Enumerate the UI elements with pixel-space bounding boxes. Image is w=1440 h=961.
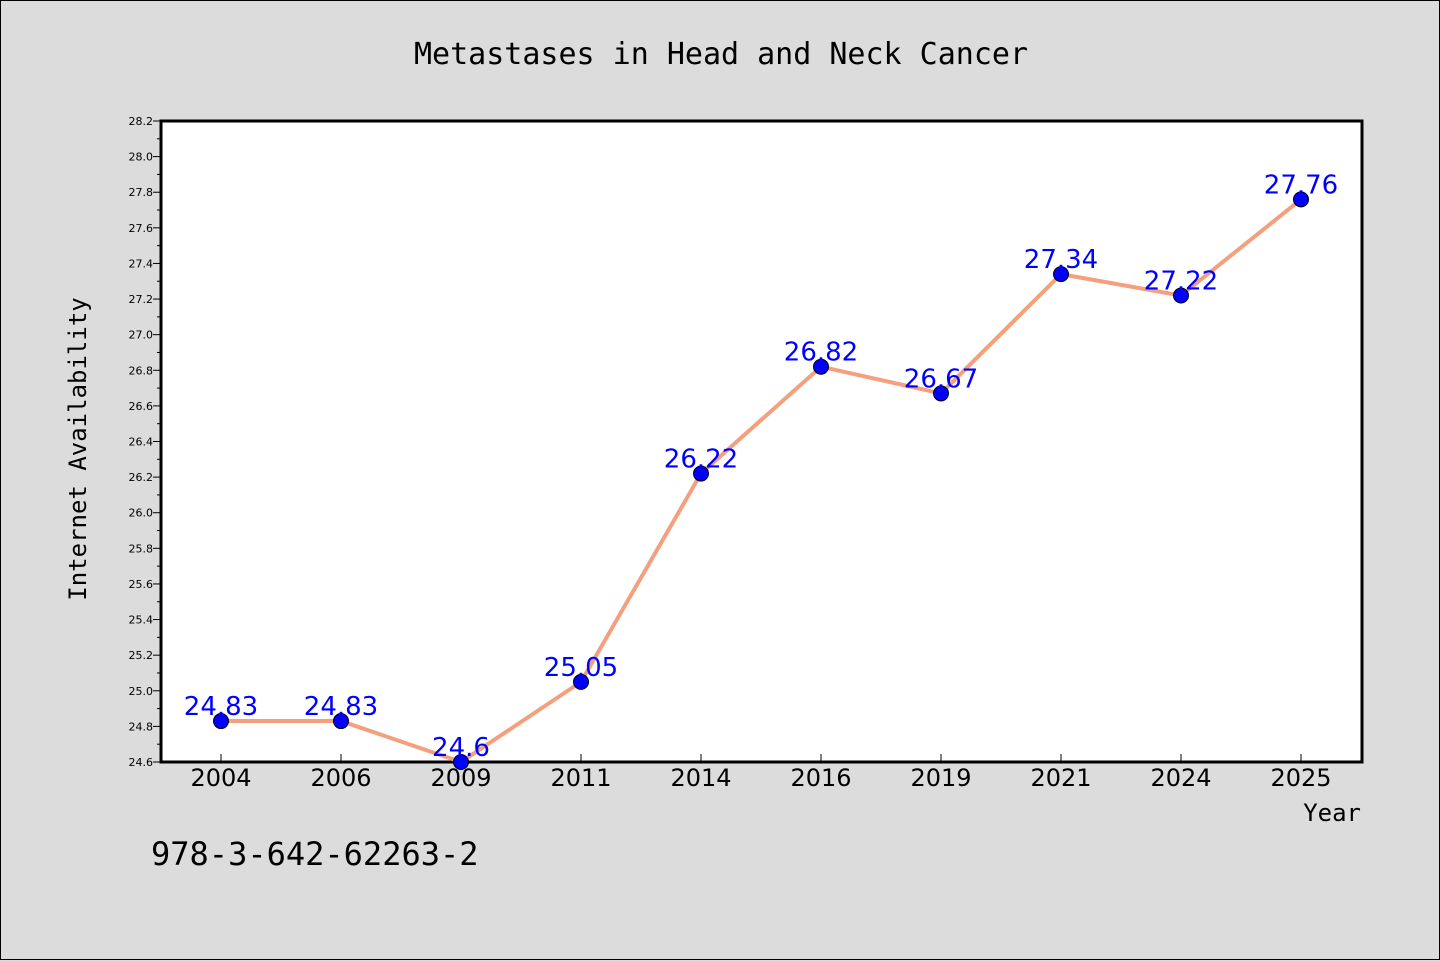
x-tick-label: 2021	[1030, 764, 1091, 792]
data-label: 27.34	[1024, 245, 1098, 275]
series-line	[221, 197, 1303, 764]
x-tick-label: 2014	[670, 764, 731, 792]
y-tick-label: 27.0	[129, 329, 154, 342]
data-point	[813, 358, 829, 375]
data-point	[453, 754, 469, 770]
y-tick-label: 28.0	[129, 151, 154, 164]
data-label: 24.83	[304, 692, 378, 722]
y-tick-label: 24.6	[129, 756, 154, 769]
data-label: 26.22	[664, 445, 738, 475]
data-label: 24.83	[184, 692, 258, 722]
x-tick-label: 2011	[550, 764, 611, 792]
x-tick-label: 2019	[910, 764, 971, 792]
y-axis: 24.6 24.8 25.0 25.2 25.4 25.6 25.8 26.0 26.2 26.4…	[129, 115, 161, 769]
y-tick-label: 28.2	[129, 115, 154, 128]
x-axis-label: Year	[1303, 799, 1361, 827]
x-axis: 2004 2006 2009 2011 2014 2016 2019 2021 2024 2025	[190, 754, 1332, 792]
data-point	[693, 465, 709, 482]
data-point	[933, 385, 949, 402]
x-tick-label: 2006	[310, 764, 371, 792]
x-tick-label: 2025	[1270, 764, 1331, 792]
data-point	[213, 713, 229, 730]
y-tick-label: 27.2	[129, 293, 154, 306]
y-tick-label: 26.6	[129, 400, 154, 413]
y-tick-label: 26.8	[129, 364, 154, 377]
data-label: 27.76	[1264, 170, 1338, 200]
y-tick-label: 27.4	[129, 257, 154, 270]
y-tick-label: 26.4	[129, 436, 154, 449]
data-point	[1053, 266, 1069, 283]
data-label: 26.82	[784, 338, 858, 368]
data-point	[573, 673, 589, 690]
series-group: 24.83 24.83 24.6 25.05 26.22 26.82 26.67 27.34 2…	[184, 170, 1338, 770]
y-tick-label: 25.8	[129, 542, 154, 555]
data-label: 27.22	[1144, 266, 1218, 296]
data-label: 25.05	[544, 653, 618, 683]
x-tick-label: 2004	[190, 764, 251, 792]
y-tick-label: 26.0	[129, 507, 154, 520]
plot-area	[159, 119, 1364, 764]
x-tick-label: 2016	[790, 764, 851, 792]
y-tick-label: 25.0	[129, 685, 154, 698]
y-tick-label: 27.6	[129, 222, 154, 235]
data-label: 26.67	[904, 364, 978, 394]
data-point	[333, 713, 349, 730]
x-tick-label: 2024	[1150, 764, 1211, 792]
y-tick-label: 25.2	[129, 649, 154, 662]
chart-title: Metastases in Head and Neck Cancer	[414, 37, 1028, 72]
y-tick-label: 25.6	[129, 578, 154, 591]
data-label: 24.6	[432, 733, 490, 763]
y-tick-label: 24.8	[129, 720, 154, 733]
y-axis-label: Internet Availability	[64, 297, 92, 600]
annotation-text: 978-3-642-62263-2	[151, 835, 479, 873]
data-point	[1173, 287, 1189, 304]
y-tick-label: 26.2	[129, 471, 154, 484]
data-point	[1293, 191, 1309, 208]
y-tick-label: 25.4	[129, 614, 154, 627]
y-tick-label: 27.8	[129, 186, 154, 199]
